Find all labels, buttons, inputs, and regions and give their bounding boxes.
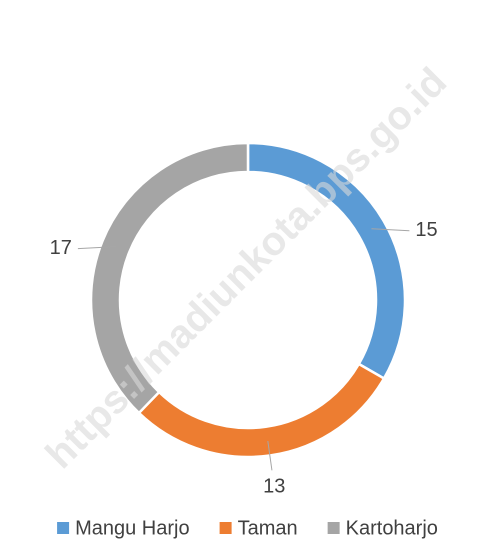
legend-label: Kartoharjo bbox=[346, 517, 438, 539]
legend-label: Taman bbox=[238, 517, 298, 539]
data-label: 15 bbox=[415, 219, 437, 241]
data-label: 17 bbox=[50, 237, 72, 259]
leader-line bbox=[77, 246, 116, 250]
leader-line bbox=[371, 228, 410, 232]
donut-segment bbox=[89, 141, 250, 415]
legend-label: Mangu Harjo bbox=[75, 517, 190, 539]
donut-segment bbox=[137, 362, 386, 459]
legend: Mangu Harjo Taman Kartoharjo bbox=[57, 517, 438, 539]
legend-swatch bbox=[219, 522, 232, 534]
legend-swatch bbox=[327, 522, 340, 534]
legend-swatch bbox=[57, 522, 70, 534]
data-label: 13 bbox=[263, 475, 285, 497]
leader-line bbox=[267, 441, 273, 471]
